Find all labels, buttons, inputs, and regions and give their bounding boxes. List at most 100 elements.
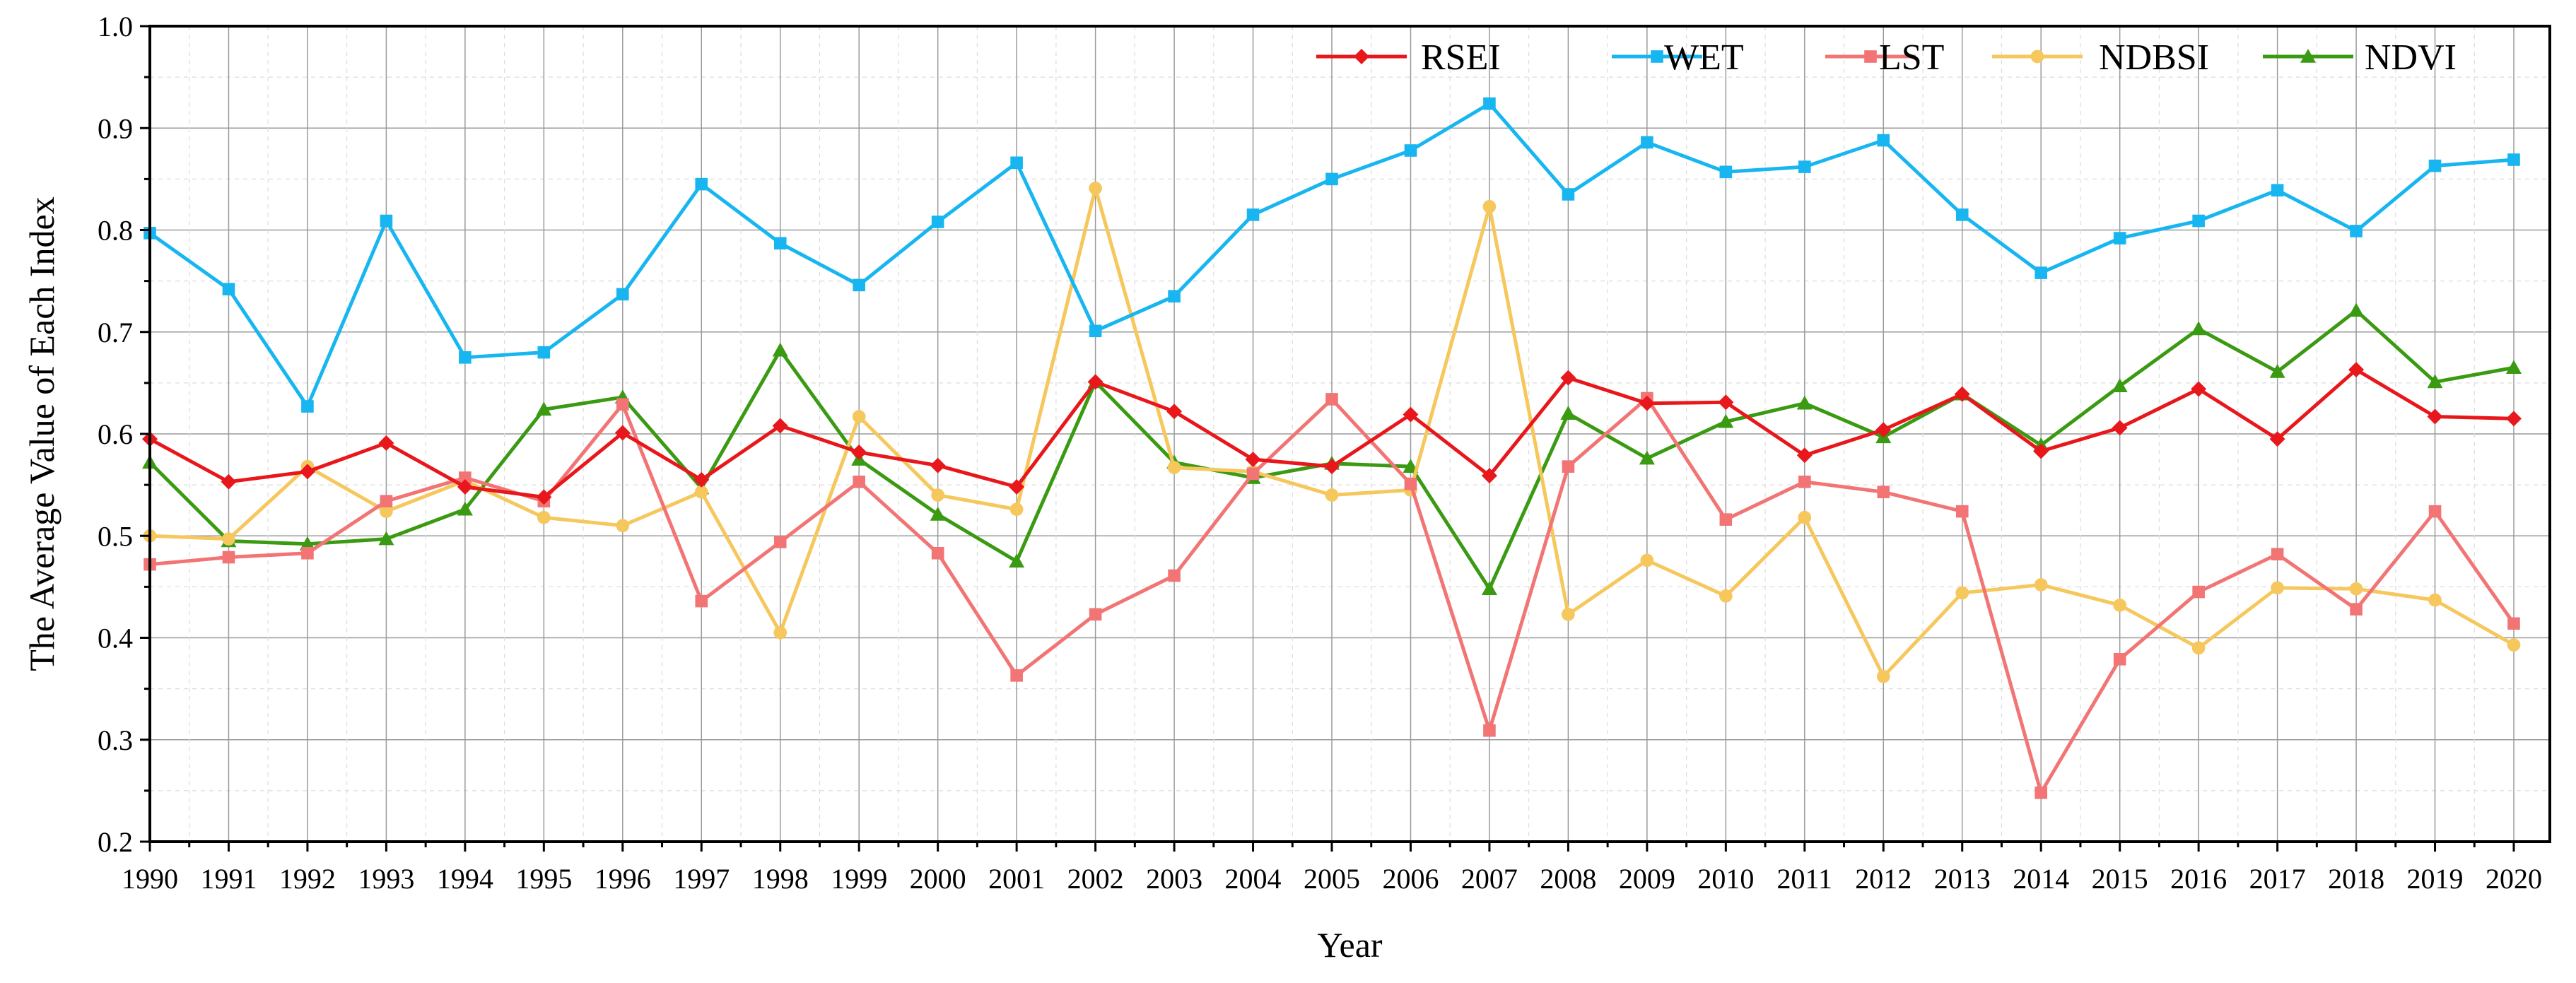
data-point-lst <box>1798 475 1811 488</box>
y-tick-label: 0.5 <box>98 520 133 552</box>
y-tick-label: 0.2 <box>98 826 133 858</box>
legend-item-ndvi: NDVI <box>2263 37 2457 78</box>
data-point-lst <box>853 475 865 488</box>
data-point-ndbsi <box>1089 182 1102 195</box>
data-point-rsei <box>299 464 315 480</box>
data-point-rsei <box>772 418 788 434</box>
data-point-ndvi <box>2348 302 2365 317</box>
data-point-rsei <box>851 444 867 460</box>
data-point-rsei <box>1245 452 1261 468</box>
data-point-ndvi <box>1639 450 1655 465</box>
data-point-lst <box>1325 393 1338 406</box>
legend: RSEI WET LST NDBSI NDVI <box>1316 37 2457 78</box>
data-point-ndvi <box>1560 406 1576 420</box>
series-layer <box>142 97 2522 799</box>
x-tick-label: 2006 <box>1382 863 1439 895</box>
x-tick-label: 2010 <box>1697 863 1754 895</box>
data-point-ndbsi <box>1562 607 1575 621</box>
legend-label-wet: WET <box>1664 37 1744 78</box>
data-point-lst <box>380 495 393 508</box>
legend-marker-wet <box>1651 50 1663 63</box>
x-tick-label: 1994 <box>437 863 493 895</box>
legend-label-lst: LST <box>1879 37 1944 78</box>
data-point-wet <box>301 400 314 413</box>
legend-label-rsei: RSEI <box>1421 37 1501 78</box>
x-tick-label: 2002 <box>1067 863 1124 895</box>
legend-marker-lst <box>1864 50 1877 63</box>
data-point-wet <box>1562 188 1575 201</box>
data-point-wet <box>1483 97 1496 110</box>
data-point-ndvi <box>2269 364 2285 378</box>
y-tick-label: 0.3 <box>98 724 133 756</box>
legend-item-ndbsi: NDBSI <box>1992 37 2209 78</box>
data-point-wet <box>853 278 865 292</box>
data-point-lst <box>2507 617 2520 630</box>
legend-marker-rsei <box>1354 49 1369 64</box>
x-tick-label: 2014 <box>2013 863 2069 895</box>
data-point-wet <box>459 351 472 364</box>
data-point-lst <box>459 471 472 484</box>
data-point-wet <box>2035 266 2047 279</box>
data-point-wet <box>2113 232 2126 245</box>
data-point-wet <box>1877 134 1890 147</box>
data-point-ndbsi <box>616 519 630 533</box>
data-point-lst <box>931 546 944 560</box>
x-tick-label: 1990 <box>122 863 178 895</box>
data-point-wet <box>1168 290 1181 303</box>
data-point-lst <box>1404 477 1417 490</box>
data-point-lst <box>1089 608 1102 621</box>
data-point-lst <box>2035 786 2047 799</box>
data-point-ndvi <box>2506 360 2522 375</box>
data-point-ndbsi <box>1482 199 1497 213</box>
x-tick-label: 1999 <box>831 863 887 895</box>
data-point-rsei <box>1875 422 1892 438</box>
legend-marker-ndvi <box>2300 49 2316 63</box>
data-point-wet <box>2271 184 2284 197</box>
x-tick-label: 2015 <box>2092 863 2148 895</box>
data-point-rsei <box>693 471 710 488</box>
y-tick-label: 0.9 <box>98 112 133 144</box>
x-tick-label: 2016 <box>2170 863 2227 895</box>
data-point-rsei <box>1718 394 1734 411</box>
x-tick-label: 2000 <box>910 863 966 895</box>
legend-item-lst: LST <box>1825 37 1944 78</box>
y-tick-label: 0.7 <box>98 317 133 348</box>
data-point-wet <box>1719 165 1733 179</box>
data-point-wet <box>1404 144 1417 157</box>
data-point-rsei <box>2348 362 2365 378</box>
data-point-wet <box>1798 160 1811 173</box>
legend-item-wet: WET <box>1612 37 1744 78</box>
data-point-rsei <box>536 489 552 505</box>
data-point-rsei <box>1009 479 1025 495</box>
data-point-rsei <box>1087 374 1103 390</box>
data-point-ndbsi <box>537 510 551 524</box>
data-point-ndvi <box>1403 459 1419 473</box>
legend-label-ndbsi: NDBSI <box>2099 37 2209 78</box>
data-point-rsei <box>1166 404 1183 420</box>
series-rsei <box>142 362 2522 505</box>
data-point-ndvi <box>2191 321 2207 336</box>
data-point-ndvi <box>1481 581 1497 596</box>
data-point-ndbsi <box>1719 589 1733 603</box>
data-point-ndvi <box>1796 395 1813 410</box>
data-point-ndbsi <box>1009 502 1024 517</box>
x-tick-label: 2017 <box>2249 863 2306 895</box>
data-point-ndbsi <box>2034 578 2048 591</box>
legend-label-ndvi: NDVI <box>2365 37 2457 78</box>
data-point-lst <box>1010 669 1023 682</box>
data-point-wet <box>695 177 708 191</box>
data-point-ndbsi <box>1798 510 1812 524</box>
data-point-ndbsi <box>852 410 866 423</box>
data-point-rsei <box>2506 411 2522 427</box>
data-point-ndbsi <box>2191 641 2206 655</box>
data-point-rsei <box>1796 447 1813 464</box>
data-point-wet <box>773 237 787 250</box>
x-tick-label: 2019 <box>2407 863 2464 895</box>
data-point-ndbsi <box>1325 488 1339 502</box>
data-point-lst <box>695 594 708 608</box>
data-point-wet <box>537 346 551 359</box>
data-point-wet <box>2192 214 2205 228</box>
legend-item-rsei: RSEI <box>1316 37 1501 78</box>
data-point-lst <box>2350 603 2363 616</box>
